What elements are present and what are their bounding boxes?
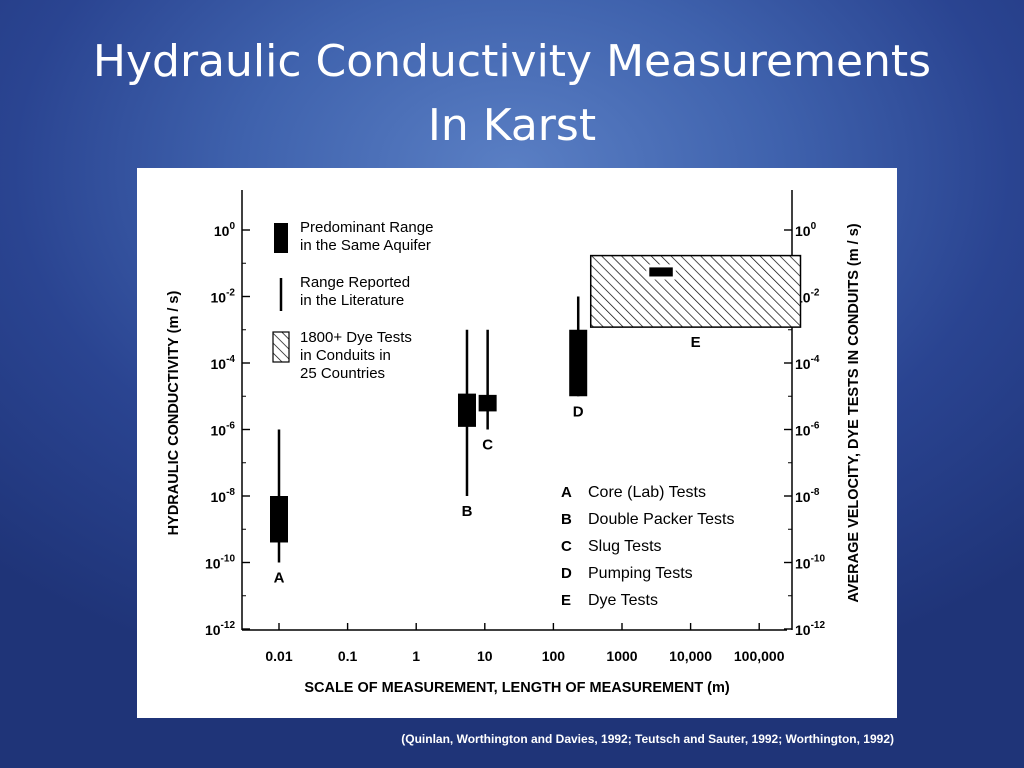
legend-label: in Conduits in bbox=[300, 347, 391, 364]
y-tick-label-right: 10-10 bbox=[795, 554, 825, 572]
legend-label: Predominant Range bbox=[300, 219, 433, 236]
series-label: E bbox=[691, 334, 701, 351]
y-tick-label-left: 10-12 bbox=[205, 620, 235, 638]
x-axis-title: SCALE OF MEASUREMENT, LENGTH OF MEASUREM… bbox=[304, 680, 730, 696]
y-tick-label-left: 10-8 bbox=[211, 487, 236, 505]
x-tick-label: 0.01 bbox=[265, 648, 292, 664]
x-tick-label: 100,000 bbox=[734, 648, 785, 664]
chart-panel: 100 100 10-2 10-2 10-4 10-4 10-6 10-6 10-8 10-8 10… bbox=[137, 168, 897, 718]
title-line-1: Hydraulic Conductivity Measurements bbox=[92, 36, 932, 87]
slide-title: Hydraulic Conductivity Measurements In K… bbox=[0, 30, 1024, 158]
y-tick-label-left: 10-6 bbox=[211, 421, 236, 439]
range-box-b bbox=[457, 393, 476, 427]
citation: (Quinlan, Worthington and Davies, 1992; … bbox=[401, 732, 894, 746]
series-label: D bbox=[573, 403, 584, 420]
x-tick-label: 1000 bbox=[606, 648, 637, 664]
x-tick-label: 0.1 bbox=[338, 648, 358, 664]
x-tick-label: 10,000 bbox=[669, 648, 712, 664]
legend-symbol-solid bbox=[274, 223, 288, 253]
key-name: Pumping Tests bbox=[588, 565, 693, 582]
legend-label: in the Literature bbox=[300, 292, 404, 309]
y-tick-label-left: 100 bbox=[214, 221, 236, 239]
range-box-e-hatched bbox=[589, 254, 802, 328]
legend-symbol-hatched bbox=[272, 331, 290, 363]
y-tick-label-right: 10-6 bbox=[795, 421, 820, 439]
key-letter: D bbox=[561, 565, 572, 582]
y-tick-label-left: 10-2 bbox=[211, 288, 236, 306]
key-letter: E bbox=[561, 592, 571, 609]
y-axis-title-left: HYDRAULIC CONDUCTIVITY (m / s) bbox=[166, 291, 182, 536]
key-letter: B bbox=[561, 511, 572, 528]
series-label: B bbox=[462, 503, 473, 520]
y-tick-label-left: 10-10 bbox=[205, 554, 235, 572]
y-tick-label-right: 10-4 bbox=[795, 354, 820, 372]
x-tick-label: 100 bbox=[542, 648, 566, 664]
range-box-c bbox=[478, 394, 497, 412]
range-box-d bbox=[569, 329, 588, 397]
y-tick-label-right: 10-12 bbox=[795, 620, 825, 638]
legend-label: Range Reported bbox=[300, 274, 410, 291]
x-tick-label: 1 bbox=[412, 648, 420, 664]
range-box-e-inner bbox=[649, 267, 673, 277]
y-tick-label-right: 10-8 bbox=[795, 487, 820, 505]
legend-label: 1800+ Dye Tests bbox=[300, 329, 412, 346]
x-tick-label: 10 bbox=[477, 648, 493, 664]
key-name: Slug Tests bbox=[588, 538, 662, 555]
range-box-a bbox=[270, 496, 288, 543]
y-axis-title-right: AVERAGE VELOCITY, DYE TESTS IN CONDUITS … bbox=[846, 223, 862, 602]
key-name: Dye Tests bbox=[588, 592, 658, 609]
legend-label: 25 Countries bbox=[300, 365, 385, 382]
y-tick-label-left: 10-4 bbox=[211, 354, 236, 372]
series-label: A bbox=[274, 570, 285, 587]
y-tick-label-right: 100 bbox=[795, 221, 817, 239]
title-line-2: In Karst bbox=[427, 100, 597, 151]
key-letter: C bbox=[561, 538, 572, 555]
key-name: Double Packer Tests bbox=[588, 511, 734, 528]
series-label: C bbox=[482, 437, 493, 454]
legend-label: in the Same Aquifer bbox=[300, 237, 431, 254]
key-name: Core (Lab) Tests bbox=[588, 484, 706, 501]
key-letter: A bbox=[561, 484, 572, 501]
